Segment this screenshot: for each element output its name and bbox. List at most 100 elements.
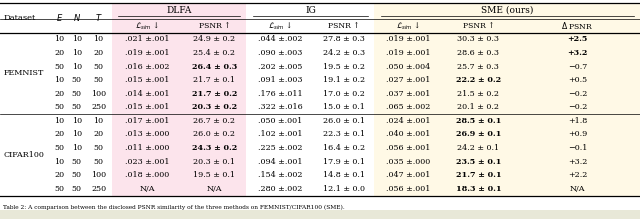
- Text: 20: 20: [54, 131, 64, 138]
- Text: .023 ±.001: .023 ±.001: [125, 158, 170, 166]
- Text: 10: 10: [93, 117, 104, 125]
- Text: 23.5 ± 0.1: 23.5 ± 0.1: [456, 158, 501, 166]
- Text: .047 ±.001: .047 ±.001: [386, 171, 430, 179]
- Text: .011 ±.000: .011 ±.000: [125, 144, 170, 152]
- Text: $T$: $T$: [95, 12, 102, 23]
- Text: N/A: N/A: [207, 185, 222, 193]
- Text: PSNR ↑: PSNR ↑: [198, 22, 230, 30]
- Text: 21.7 ± 0.1: 21.7 ± 0.1: [193, 76, 236, 84]
- Text: N/A: N/A: [140, 185, 155, 193]
- Text: .017 ±.001: .017 ±.001: [125, 117, 170, 125]
- Text: 10: 10: [72, 131, 82, 138]
- Text: 10: 10: [54, 76, 64, 84]
- Text: 19.5 ± 0.1: 19.5 ± 0.1: [193, 171, 236, 179]
- Text: .040 ±.001: .040 ±.001: [386, 131, 430, 138]
- Text: DLFA: DLFA: [166, 6, 192, 15]
- Text: 100: 100: [91, 171, 106, 179]
- Text: $\mathcal{L}_{sim}$ ↓: $\mathcal{L}_{sim}$ ↓: [396, 20, 420, 32]
- Text: 10: 10: [72, 144, 82, 152]
- Text: 27.8 ± 0.3: 27.8 ± 0.3: [323, 35, 365, 43]
- Text: $E$: $E$: [56, 12, 63, 23]
- Text: .018 ±.000: .018 ±.000: [125, 171, 170, 179]
- Text: 25.7 ± 0.3: 25.7 ± 0.3: [458, 63, 499, 71]
- Text: 10: 10: [54, 35, 64, 43]
- Text: 14.8 ± 0.1: 14.8 ± 0.1: [323, 171, 365, 179]
- Text: .014 ±.001: .014 ±.001: [125, 90, 170, 98]
- Text: 50: 50: [93, 158, 104, 166]
- Text: .154 ±.002: .154 ±.002: [258, 171, 302, 179]
- Text: .035 ±.000: .035 ±.000: [386, 158, 430, 166]
- Text: .037 ±.001: .037 ±.001: [386, 90, 430, 98]
- Text: 26.4 ± 0.3: 26.4 ± 0.3: [192, 63, 237, 71]
- Text: 20: 20: [93, 49, 104, 57]
- Text: 10: 10: [72, 35, 82, 43]
- Text: 24.2 ± 0.3: 24.2 ± 0.3: [323, 49, 365, 57]
- Text: N/A: N/A: [570, 185, 586, 193]
- Text: 10: 10: [54, 158, 64, 166]
- Text: .050 ±.001: .050 ±.001: [258, 117, 302, 125]
- Text: PSNR ↑: PSNR ↑: [328, 22, 360, 30]
- Text: PSNR ↑: PSNR ↑: [463, 22, 494, 30]
- Text: .050 ±.004: .050 ±.004: [386, 63, 430, 71]
- Text: CIFAR100: CIFAR100: [3, 151, 44, 159]
- Text: 28.6 ± 0.3: 28.6 ± 0.3: [458, 49, 499, 57]
- FancyBboxPatch shape: [0, 0, 640, 210]
- Text: 19.5 ± 0.2: 19.5 ± 0.2: [323, 63, 365, 71]
- Text: 10: 10: [72, 63, 82, 71]
- Text: .016 ±.002: .016 ±.002: [125, 63, 170, 71]
- Text: 10: 10: [72, 117, 82, 125]
- Text: .225 ±.002: .225 ±.002: [258, 144, 302, 152]
- Text: 50: 50: [72, 90, 82, 98]
- Text: 22.2 ± 0.2: 22.2 ± 0.2: [456, 76, 501, 84]
- Text: 22.3 ± 0.1: 22.3 ± 0.1: [323, 131, 365, 138]
- Text: 21.7 ± 0.2: 21.7 ± 0.2: [192, 90, 237, 98]
- Text: +2.2: +2.2: [568, 171, 588, 179]
- FancyBboxPatch shape: [374, 3, 640, 196]
- Text: .176 ±.011: .176 ±.011: [258, 90, 302, 98]
- Text: .065 ±.002: .065 ±.002: [386, 103, 430, 111]
- Text: 20.3 ± 0.1: 20.3 ± 0.1: [193, 158, 236, 166]
- Text: −0.1: −0.1: [568, 144, 588, 152]
- Text: 10: 10: [93, 35, 104, 43]
- Text: +1.8: +1.8: [568, 117, 588, 125]
- Text: .056 ±.001: .056 ±.001: [386, 185, 430, 193]
- Text: .019 ±.001: .019 ±.001: [386, 49, 430, 57]
- Text: 100: 100: [91, 90, 106, 98]
- Text: +2.5: +2.5: [568, 35, 588, 43]
- Text: 20: 20: [54, 171, 64, 179]
- Text: 28.5 ± 0.1: 28.5 ± 0.1: [456, 117, 501, 125]
- Text: 20: 20: [54, 90, 64, 98]
- Text: .015 ±.001: .015 ±.001: [125, 76, 170, 84]
- Text: .090 ±.003: .090 ±.003: [258, 49, 302, 57]
- Text: 26.9 ± 0.1: 26.9 ± 0.1: [456, 131, 501, 138]
- Text: $\Delta$ PSNR: $\Delta$ PSNR: [561, 20, 594, 31]
- Text: .027 ±.001: .027 ±.001: [386, 76, 430, 84]
- Text: .015 ±.001: .015 ±.001: [125, 103, 170, 111]
- Text: Dataset: Dataset: [3, 14, 36, 22]
- Text: .013 ±.000: .013 ±.000: [125, 131, 170, 138]
- Text: 50: 50: [54, 63, 64, 71]
- Text: .094 ±.001: .094 ±.001: [258, 158, 302, 166]
- Text: +0.5: +0.5: [568, 76, 587, 84]
- Text: .019 ±.001: .019 ±.001: [125, 49, 170, 57]
- Text: 20: 20: [93, 131, 104, 138]
- Text: .102 ±.001: .102 ±.001: [258, 131, 302, 138]
- Text: .021 ±.001: .021 ±.001: [125, 35, 170, 43]
- Text: 50: 50: [54, 103, 64, 111]
- Text: 250: 250: [91, 185, 106, 193]
- Text: 19.1 ± 0.2: 19.1 ± 0.2: [323, 76, 365, 84]
- Text: 25.4 ± 0.2: 25.4 ± 0.2: [193, 49, 236, 57]
- Text: .091 ±.003: .091 ±.003: [258, 76, 302, 84]
- Text: 50: 50: [72, 171, 82, 179]
- Text: 50: 50: [72, 103, 82, 111]
- Text: 17.0 ± 0.2: 17.0 ± 0.2: [323, 90, 365, 98]
- Text: 50: 50: [93, 76, 104, 84]
- Text: .322 ±.016: .322 ±.016: [258, 103, 302, 111]
- Text: 15.0 ± 0.1: 15.0 ± 0.1: [323, 103, 365, 111]
- Text: 26.7 ± 0.2: 26.7 ± 0.2: [193, 117, 236, 125]
- Text: .044 ±.002: .044 ±.002: [258, 35, 302, 43]
- Text: 20: 20: [54, 49, 64, 57]
- Text: 24.3 ± 0.2: 24.3 ± 0.2: [192, 144, 237, 152]
- Text: 250: 250: [91, 103, 106, 111]
- Text: 26.0 ± 0.1: 26.0 ± 0.1: [323, 117, 365, 125]
